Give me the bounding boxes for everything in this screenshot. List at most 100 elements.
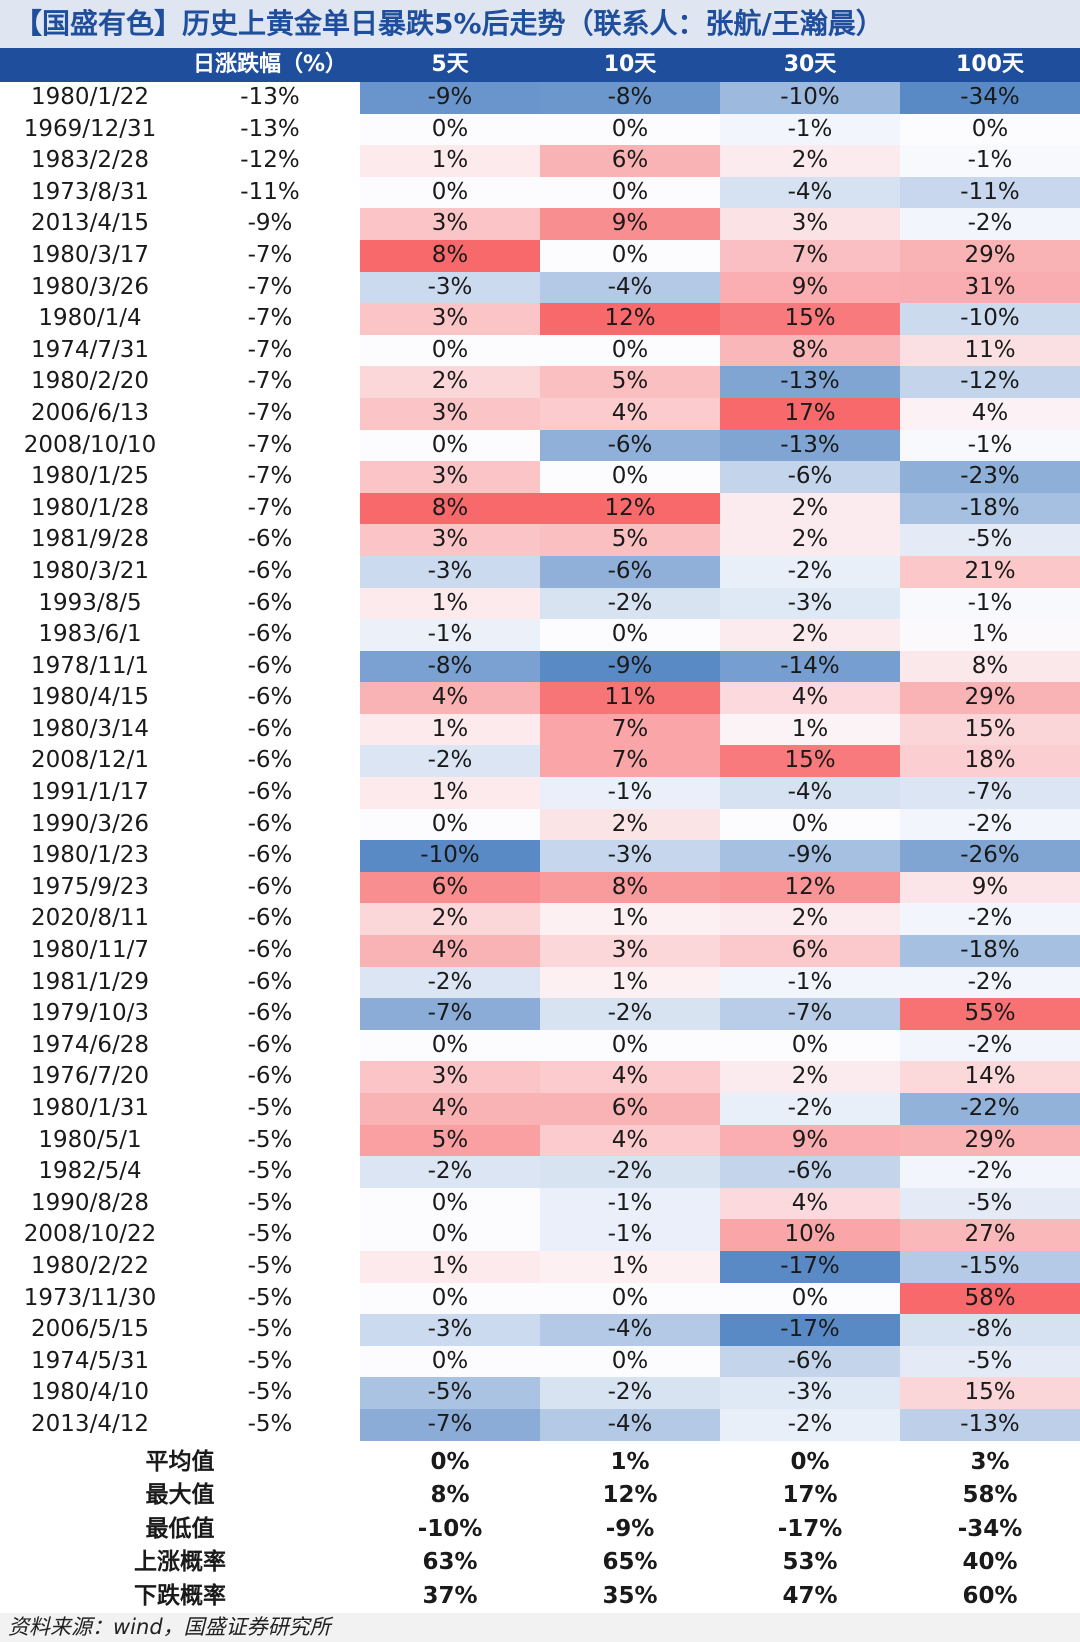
daily-change-cell: -6% (247, 842, 293, 869)
change-10d-cell: 4% (540, 1124, 720, 1157)
table-row: 1974/5/31 -5% 0% 0% -6% -5% (0, 1345, 1080, 1378)
daily-change-cell: -6% (247, 621, 293, 648)
change-30d-cell: 6% (720, 935, 900, 967)
change-5d-cell: 1% (360, 777, 540, 809)
change-100d-cell: 11% (900, 334, 1080, 367)
change-5d-cell: -9% (360, 82, 540, 114)
daily-change-cell: -5% (247, 1347, 293, 1374)
change-100d-cell: -18% (900, 935, 1080, 967)
change-10d-cell: 0% (540, 1345, 720, 1378)
date-cell: 1980/1/31 (31, 1095, 149, 1121)
change-10d-cell: 5% (540, 524, 720, 556)
table-row: 2008/10/10 -7% 0% -6% -13% -1% (0, 429, 1080, 462)
date-cell: 1974/5/31 (31, 1347, 149, 1374)
daily-change-cell: -6% (247, 1031, 293, 1058)
change-100d-cell: 29% (900, 239, 1080, 272)
change-5d-cell: 1% (360, 1250, 540, 1283)
date-cell: 2006/5/15 (31, 1316, 149, 1343)
daily-change-cell: -6% (247, 1063, 293, 1090)
date-cell: 2006/6/13 (31, 399, 149, 426)
change-100d-cell: -18% (900, 492, 1080, 525)
date-cell: 1978/11/1 (31, 652, 149, 679)
change-5d-cell: 0% (360, 1345, 540, 1378)
change-30d-cell: -13% (720, 366, 900, 398)
table-row: 2013/4/15 -9% 3% 9% 3% -2% (0, 208, 1080, 240)
change-100d-cell: -1% (900, 429, 1080, 462)
change-10d-cell: 7% (540, 713, 720, 746)
table-row: 1980/1/4 -7% 3% 12% 15% -10% (0, 303, 1080, 335)
change-100d-cell: -2% (900, 966, 1080, 999)
date-cell: 2008/10/22 (23, 1221, 157, 1248)
change-100d-cell: -2% (900, 903, 1080, 936)
change-100d-cell: 29% (900, 1124, 1080, 1157)
data-table-body: 1980/1/22 -13% -9% -8% -10% -34% 1969/12/31 -13… (0, 82, 1080, 1441)
change-30d-cell: 0% (720, 1282, 900, 1315)
change-30d-cell: -4% (720, 176, 900, 209)
change-30d-cell: 7% (720, 239, 900, 272)
change-10d-cell: 3% (540, 935, 720, 967)
summary-table: 平均值 0% 1% 0% 3% 最大值 8% 12% 17% 58% 最低值 -10% -9% -17% -… (0, 1446, 1080, 1613)
date-cell: 1974/6/28 (31, 1031, 149, 1058)
header-100-days: 100天 (956, 52, 1024, 77)
change-10d-cell: 6% (540, 1093, 720, 1125)
date-cell: 1980/1/23 (31, 842, 149, 869)
date-cell: 1990/8/28 (31, 1189, 149, 1216)
daily-change-cell: -6% (247, 589, 293, 616)
table-row: 1969/12/31 -13% 0% 0% -1% 0% (0, 113, 1080, 146)
summary-label: 上涨概率 (134, 1549, 226, 1576)
date-cell: 1980/2/20 (31, 368, 149, 395)
change-5d-cell: 3% (360, 461, 540, 493)
table-row: 1974/7/31 -7% 0% 0% 8% 11% (0, 334, 1080, 367)
daily-change-cell: -12% (240, 147, 300, 174)
change-30d-cell: -9% (720, 840, 900, 872)
change-10d-cell: 0% (540, 239, 720, 272)
change-5d-cell: 0% (360, 176, 540, 209)
change-10d-cell: 2% (540, 808, 720, 841)
summary-row: 最低值 -10% -9% -17% -34% (0, 1513, 1080, 1546)
date-cell: 2013/4/12 (31, 1410, 149, 1437)
change-30d-cell: -13% (720, 429, 900, 462)
change-100d-cell: 9% (900, 871, 1080, 904)
daily-change-cell: -6% (247, 526, 293, 553)
change-30d-cell: 2% (720, 619, 900, 651)
change-5d-cell: -8% (360, 650, 540, 683)
table-row: 2008/12/1 -6% -2% 7% 15% 18% (0, 745, 1080, 778)
daily-change-cell: -5% (247, 1252, 293, 1279)
date-cell: 1973/8/31 (31, 178, 149, 205)
table-row: 1990/8/28 -5% 0% -1% 4% -5% (0, 1187, 1080, 1220)
summary-30d: 47% (782, 1582, 838, 1609)
change-5d-cell: 4% (360, 935, 540, 967)
table-row: 1982/5/4 -5% -2% -2% -6% -2% (0, 1156, 1080, 1188)
header-date (0, 48, 180, 82)
change-10d-cell: 0% (540, 1029, 720, 1062)
daily-change-cell: -7% (247, 368, 293, 395)
change-30d-cell: 8% (720, 334, 900, 367)
daily-change-cell: -7% (247, 273, 293, 300)
table-row: 1980/11/7 -6% 4% 3% 6% -18% (0, 935, 1080, 967)
header-10-days: 10天 (603, 52, 657, 77)
change-5d-cell: 2% (360, 903, 540, 936)
change-10d-cell: -2% (540, 998, 720, 1030)
change-5d-cell: 0% (360, 113, 540, 146)
date-cell: 1980/1/22 (31, 84, 149, 110)
change-100d-cell: -22% (900, 1093, 1080, 1125)
change-100d-cell: 15% (900, 1377, 1080, 1409)
change-10d-cell: 4% (540, 1061, 720, 1093)
daily-change-cell: -6% (247, 779, 293, 806)
daily-change-cell: -6% (247, 684, 293, 711)
date-cell: 1980/4/10 (31, 1379, 149, 1406)
change-100d-cell: -11% (900, 176, 1080, 209)
daily-change-cell: -5% (247, 1410, 293, 1437)
daily-change-cell: -9% (247, 210, 293, 237)
change-10d-cell: -2% (540, 587, 720, 620)
table-row: 1980/2/20 -7% 2% 5% -13% -12% (0, 366, 1080, 398)
change-5d-cell: -1% (360, 619, 540, 651)
change-10d-cell: -4% (540, 271, 720, 304)
summary-row: 下跌概率 37% 35% 47% 60% (0, 1580, 1080, 1613)
change-5d-cell: 0% (360, 1029, 540, 1062)
date-cell: 1980/5/1 (38, 1126, 142, 1153)
table-row: 1979/10/3 -6% -7% -2% -7% 55% (0, 998, 1080, 1030)
daily-change-cell: -7% (247, 399, 293, 426)
change-10d-cell: 12% (540, 492, 720, 525)
summary-5d: 37% (422, 1582, 478, 1609)
